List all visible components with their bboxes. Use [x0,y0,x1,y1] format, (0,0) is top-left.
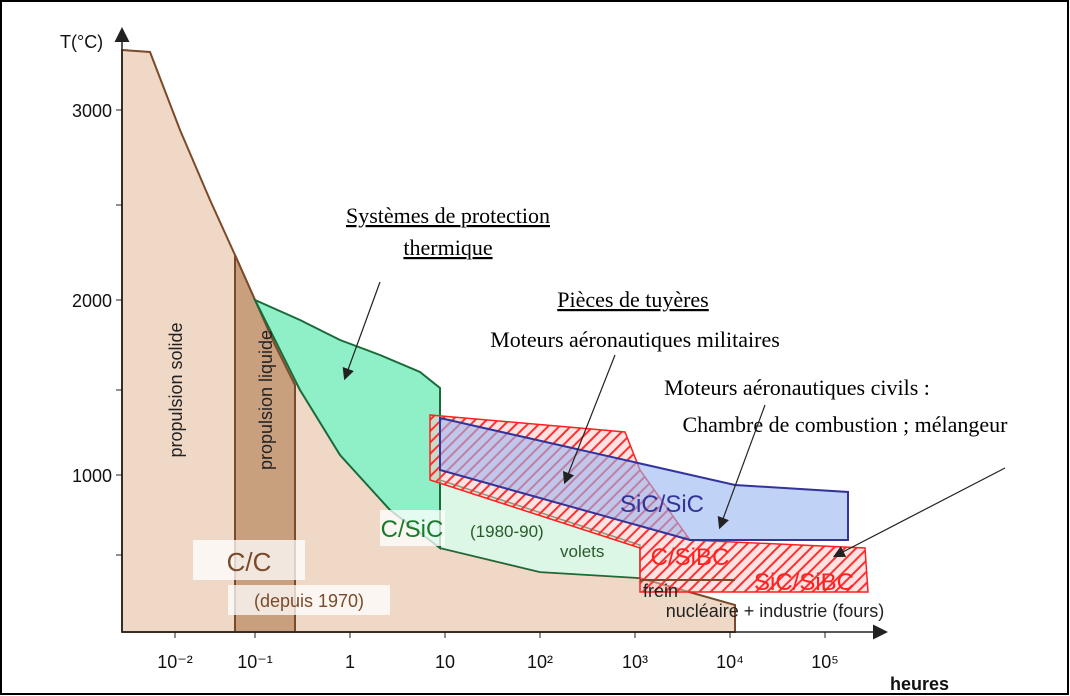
x-tick-label: 10² [527,652,553,672]
y-tick-label: 1000 [72,466,112,486]
x-tick-label: 10⁻¹ [237,652,273,672]
label-box [193,540,305,580]
region-label: C/C [227,547,272,577]
region-label: propulsion liquide [256,330,276,470]
x-tick-label: 10³ [622,652,648,672]
annotation: Moteurs aéronautiques civils : [664,375,930,400]
annotation: Systèmes de protection [346,203,550,228]
annotation: Chambre de combustion ; mélangeur [682,412,1008,437]
y-axis-label: T(°C) [60,32,103,52]
region-label: nucléaire + industrie (fours) [666,601,885,621]
region-label: propulsion solide [166,322,186,457]
y-ticks [116,109,122,556]
annotation: Moteurs aéronautiques militaires [490,327,780,352]
x-axis-label: heures [890,674,949,694]
x-tick-label: 10⁻² [157,652,193,672]
x-tick-label: 1 [345,652,355,672]
region-label: C/SiC [381,516,444,543]
region-label: frein [643,581,678,601]
x-tick-label: 10⁴ [716,652,744,672]
region-label: SiC/SiC [620,491,704,518]
y-tick-label: 3000 [72,101,112,121]
region-label: SiC/SiBC [754,569,854,596]
region-label: (depuis 1970) [254,591,364,611]
arrows [342,281,1006,558]
annotation: thermique [403,235,492,260]
x-tick-label: 10⁵ [811,652,838,672]
region-label: C/SiBC [651,544,730,571]
annotation: Pièces de tuyères [557,287,709,312]
x-ticks [174,632,826,638]
label-box [228,585,390,615]
x-tick-label: 10 [435,652,455,672]
label-box [380,510,445,546]
region-label: (1980-90) [470,522,544,541]
region-label: volets [560,542,604,561]
y-tick-label: 2000 [72,291,112,311]
